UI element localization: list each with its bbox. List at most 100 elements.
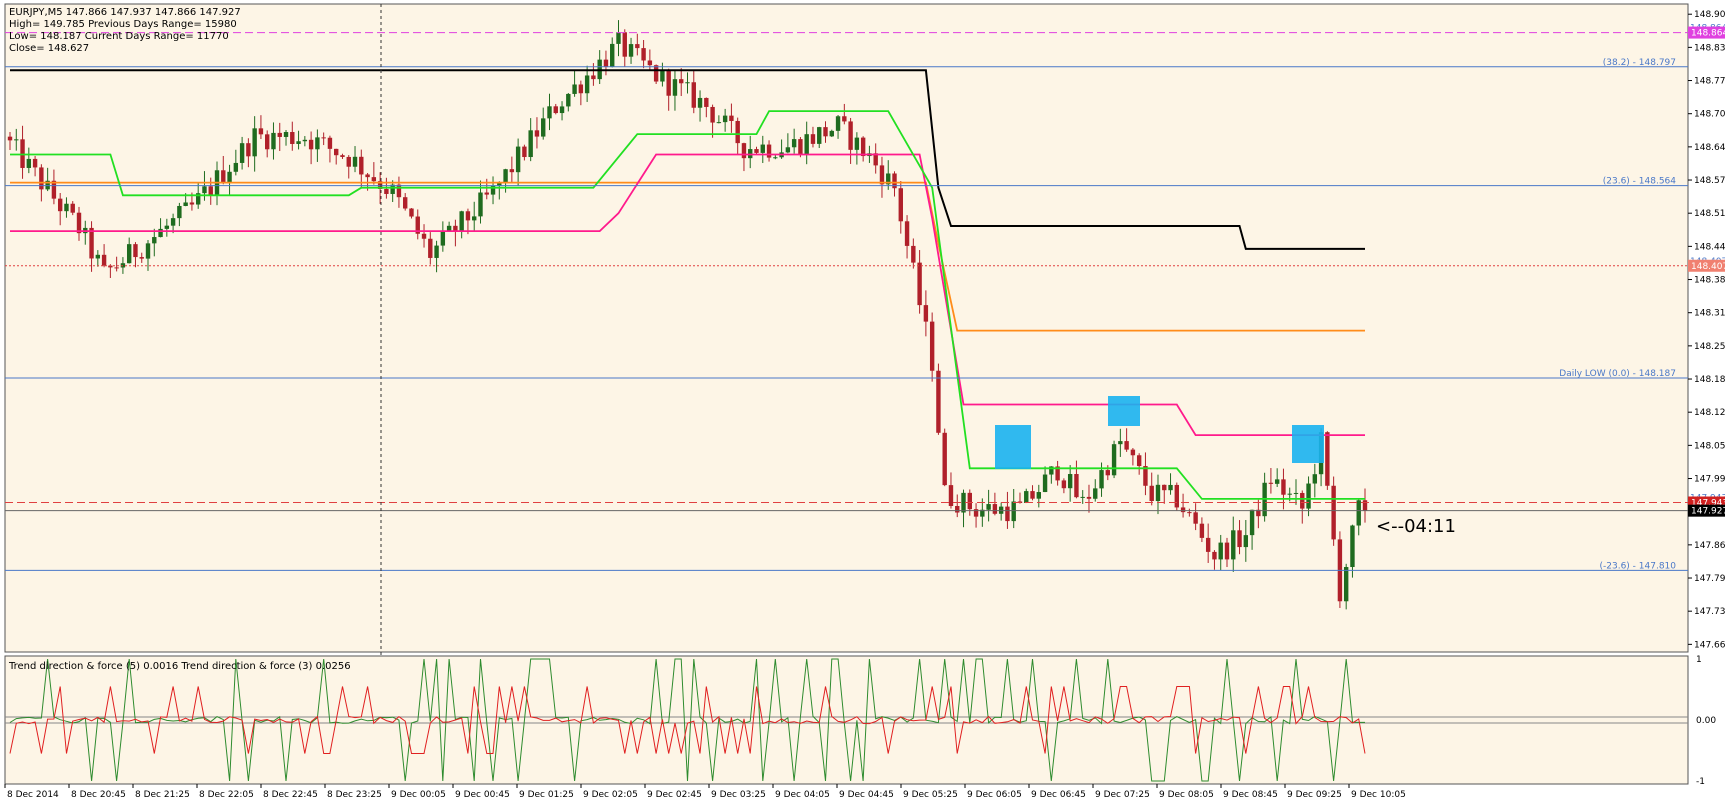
candle[interactable] (917, 250, 922, 314)
candle[interactable] (177, 202, 182, 227)
candle[interactable] (1036, 484, 1041, 508)
candle[interactable] (710, 104, 715, 138)
candle[interactable] (1256, 499, 1261, 529)
candle[interactable] (1331, 476, 1336, 546)
candle[interactable] (296, 130, 301, 150)
candle[interactable] (264, 130, 270, 158)
candle[interactable] (1067, 465, 1073, 502)
candle[interactable] (622, 29, 627, 67)
candle[interactable] (961, 489, 966, 528)
candle[interactable] (691, 70, 696, 114)
candle[interactable] (415, 209, 420, 240)
candle[interactable] (823, 121, 828, 143)
candle[interactable] (973, 503, 979, 528)
candle[interactable] (1061, 478, 1067, 494)
candle[interactable] (315, 129, 320, 162)
candle[interactable] (1111, 440, 1117, 479)
candle[interactable] (817, 126, 822, 149)
candle[interactable] (1325, 431, 1330, 490)
candle[interactable] (879, 156, 885, 198)
candle[interactable] (497, 181, 502, 200)
candle[interactable] (76, 206, 82, 241)
candle[interactable] (158, 218, 163, 238)
candle[interactable] (1162, 484, 1167, 504)
candle[interactable] (152, 228, 157, 257)
candle[interactable] (346, 155, 351, 179)
candle[interactable] (992, 492, 998, 516)
candle[interactable] (133, 242, 138, 268)
candle[interactable] (308, 131, 314, 165)
candle[interactable] (1337, 531, 1343, 608)
candle[interactable] (980, 498, 985, 527)
candle[interactable] (716, 115, 722, 124)
candle[interactable] (45, 167, 50, 192)
candle[interactable] (1274, 468, 1280, 487)
candle[interactable] (766, 140, 772, 162)
candle[interactable] (584, 65, 590, 102)
candle[interactable] (252, 116, 257, 172)
candle[interactable] (446, 221, 452, 232)
candle[interactable] (1212, 550, 1217, 570)
candle[interactable] (1249, 509, 1255, 550)
candle[interactable] (302, 136, 308, 147)
candle[interactable] (509, 156, 515, 184)
candle[interactable] (641, 40, 646, 69)
candle[interactable] (647, 49, 653, 70)
candle[interactable] (892, 171, 897, 197)
candle[interactable] (936, 363, 941, 435)
candle[interactable] (1074, 460, 1079, 499)
candle[interactable] (572, 70, 577, 97)
candle[interactable] (628, 37, 634, 64)
candle[interactable] (64, 197, 69, 218)
candle[interactable] (559, 101, 565, 121)
candle[interactable] (534, 117, 540, 149)
candle[interactable] (653, 64, 659, 85)
candle[interactable] (14, 128, 19, 151)
candle[interactable] (277, 122, 282, 152)
candle[interactable] (804, 121, 809, 165)
candle[interactable] (472, 201, 477, 232)
candle[interactable] (227, 164, 232, 196)
candle[interactable] (848, 117, 853, 164)
candle[interactable] (1350, 524, 1355, 578)
candle[interactable] (635, 33, 640, 56)
candle[interactable] (515, 138, 521, 186)
candle[interactable] (854, 132, 860, 165)
candle[interactable] (1149, 472, 1154, 506)
candle[interactable] (948, 472, 954, 509)
candle[interactable] (942, 428, 947, 487)
candle[interactable] (283, 130, 289, 146)
candle[interactable] (729, 103, 734, 133)
candle[interactable] (1343, 563, 1349, 610)
candle[interactable] (459, 210, 464, 239)
candle[interactable] (258, 115, 264, 140)
candle[interactable] (1237, 520, 1242, 555)
candle[interactable] (352, 146, 358, 173)
candle[interactable] (1080, 490, 1085, 504)
candle[interactable] (371, 162, 377, 185)
candle[interactable] (528, 118, 533, 162)
candle[interactable] (1312, 463, 1318, 498)
candle[interactable] (904, 215, 910, 259)
candle[interactable] (842, 103, 847, 125)
candle[interactable] (1143, 452, 1148, 496)
candle[interactable] (428, 232, 433, 265)
candle[interactable] (114, 256, 119, 272)
candle[interactable] (1205, 523, 1211, 563)
candle[interactable] (955, 494, 960, 518)
candle[interactable] (334, 148, 339, 165)
candle[interactable] (704, 97, 709, 118)
candle[interactable] (791, 128, 797, 154)
candle[interactable] (271, 122, 276, 160)
candle[interactable] (553, 103, 558, 115)
candle[interactable] (1055, 460, 1060, 486)
candle[interactable] (578, 80, 584, 106)
candle[interactable] (1024, 488, 1029, 504)
candle[interactable] (503, 168, 508, 193)
candle[interactable] (1224, 537, 1230, 568)
candle[interactable] (835, 115, 841, 139)
candle[interactable] (860, 136, 866, 162)
candle[interactable] (522, 144, 527, 161)
